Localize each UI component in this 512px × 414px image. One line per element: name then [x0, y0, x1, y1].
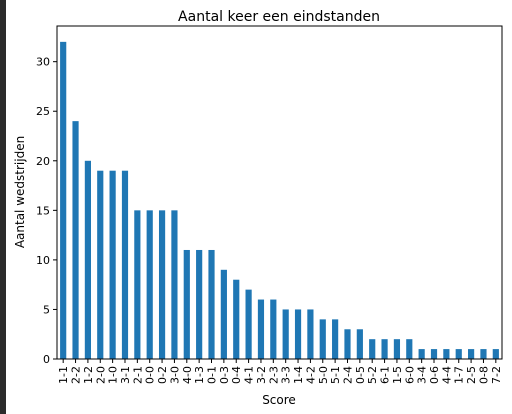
x-axis-label: Score: [262, 393, 296, 407]
x-tick-label: 7-2: [490, 366, 503, 384]
x-tick-label: 0-6: [428, 366, 441, 384]
bar-5-1: [332, 319, 339, 359]
bar-6-0: [406, 339, 413, 359]
bar-1-4: [294, 309, 302, 359]
bar-4-2: [307, 309, 314, 359]
x-tick-label: 1-5: [391, 366, 404, 384]
x-tick-label: 1-4: [292, 366, 305, 384]
bar-3-4: [418, 349, 425, 359]
x-tick-label: 6-0: [403, 366, 416, 384]
x-tick-label: 0-1: [206, 366, 219, 384]
bar-1-5: [393, 339, 401, 359]
bar-6-1: [381, 339, 388, 359]
x-tick-label: 2-2: [70, 366, 83, 384]
bars-group: [60, 41, 499, 360]
x-tick-label: 2-4: [341, 366, 354, 384]
bar-1-2: [84, 160, 91, 359]
x-tick-label: 1-3: [193, 366, 206, 384]
bar-2-5: [468, 349, 475, 359]
bar-2-3: [270, 299, 277, 359]
x-tick-label: 0-4: [230, 366, 243, 384]
x-axis: 1-1 2-2 1-2 2-0 1-0 3-1 2-1 0-0 0-2 3-0 4-0 1-3 0-1 0…: [57, 359, 503, 384]
bar-3-0: [171, 210, 178, 359]
y-tick-label: 25: [36, 105, 50, 118]
bar-3-1: [121, 170, 129, 359]
bar-3-2: [257, 299, 265, 359]
x-tick-label: 4-1: [243, 366, 256, 384]
bar-0-6: [430, 349, 438, 359]
x-tick-label: 5-2: [366, 366, 379, 384]
bar-1-1: [60, 41, 67, 360]
x-tick-label: 2-5: [465, 366, 478, 384]
y-tick-label: 20: [36, 155, 50, 168]
bar-2-2: [72, 121, 79, 359]
x-tick-label: 1-2: [82, 366, 95, 384]
bar-1-0: [109, 170, 116, 359]
x-tick-label: 4-2: [304, 366, 317, 384]
x-tick-label: 1-0: [107, 366, 120, 384]
x-tick-label: 0-5: [354, 366, 367, 384]
bar-1-7: [455, 349, 462, 359]
x-tick-label: 2-1: [131, 366, 144, 384]
bar-0-2: [158, 210, 166, 359]
bar-4-0: [183, 249, 190, 359]
bar-0-4: [233, 279, 240, 359]
x-tick-label: 0-3: [218, 366, 231, 384]
x-tick-label: 3-4: [416, 366, 429, 384]
x-tick-label: 1-1: [57, 366, 70, 384]
y-tick-label: 0: [43, 353, 50, 366]
bar-0-1: [208, 249, 215, 359]
bar-0-5: [356, 329, 363, 359]
x-tick-label: 0-8: [477, 366, 490, 384]
x-tick-label: 2-0: [94, 366, 107, 384]
x-tick-label: 1-7: [453, 366, 466, 384]
y-axis-label: Aantal wedstrijden: [13, 136, 27, 248]
x-tick-label: 3-3: [280, 366, 293, 384]
plot-frame: [56, 25, 503, 360]
bar-5-0: [319, 319, 326, 359]
chart-title: Aantal keer een eindstanden: [178, 9, 380, 25]
y-tick-label: 15: [36, 204, 50, 217]
bar-3-3: [282, 309, 289, 359]
y-tick-label: 30: [36, 56, 50, 69]
x-tick-label: 0-2: [156, 366, 169, 384]
x-tick-label: 2-3: [267, 366, 280, 384]
x-tick-label: 0-0: [144, 366, 157, 384]
bar-7-2: [492, 349, 499, 359]
x-tick-label: 6-1: [379, 366, 392, 384]
x-tick-label: 3-0: [168, 366, 181, 384]
bar-2-0: [97, 170, 104, 359]
window-edge: [0, 0, 6, 414]
bar-0-0: [146, 210, 153, 359]
bar-4-4: [443, 349, 450, 359]
y-tick-label: 10: [36, 254, 50, 267]
x-tick-label: 3-1: [119, 366, 132, 384]
x-tick-label: 5-1: [329, 366, 342, 384]
x-tick-label: 4-4: [440, 366, 453, 384]
bar-2-1: [134, 210, 141, 359]
y-tick-label: 5: [43, 303, 50, 316]
bar-0-8: [480, 349, 487, 359]
bar-4-1: [245, 289, 252, 360]
x-tick-label: 5-0: [317, 366, 330, 384]
y-axis: 0 5 10 15 20 25 30: [36, 56, 57, 366]
x-tick-label: 3-2: [255, 366, 268, 384]
bar-2-4: [344, 329, 351, 359]
bar-0-3: [220, 269, 227, 359]
x-tick-label: 4-0: [181, 366, 194, 384]
bar-1-3: [196, 249, 203, 359]
bar-5-2: [369, 339, 376, 359]
